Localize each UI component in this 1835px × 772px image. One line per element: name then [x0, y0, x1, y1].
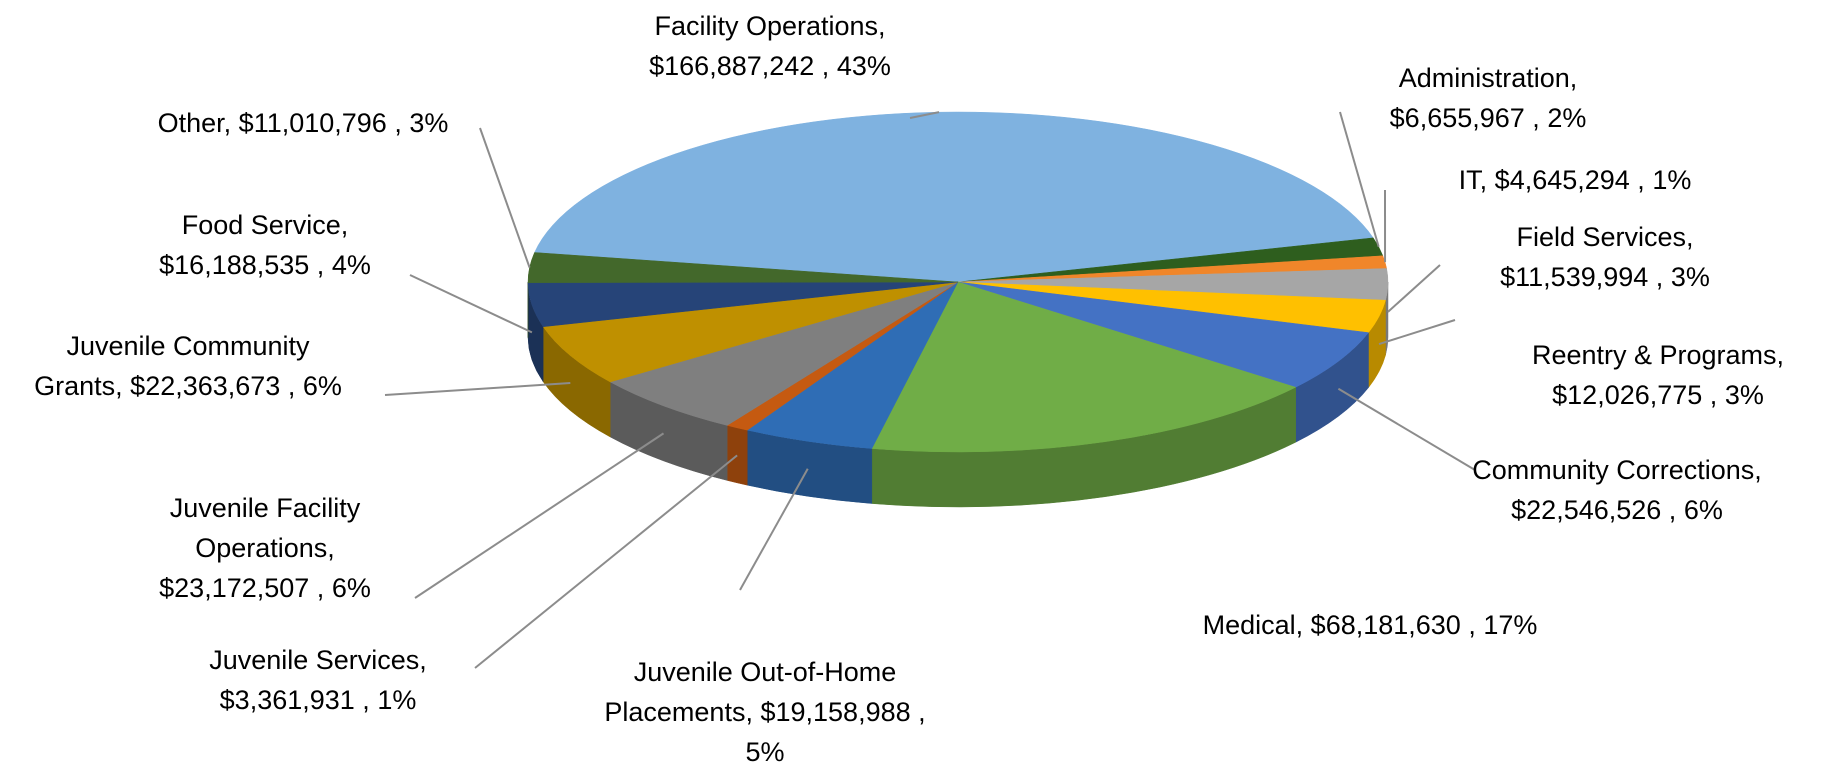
leader-line	[1379, 320, 1455, 344]
label-name: IT,	[1459, 165, 1488, 195]
label-name: Facility Operations,	[654, 11, 885, 41]
label-name: Juvenile Services,	[209, 645, 427, 675]
label-name: Juvenile Facility Operations,	[170, 493, 361, 563]
leader-line	[385, 383, 570, 395]
label-value: $4,645,294 ,	[1495, 165, 1645, 195]
data-label: IT, $4,645,294 , 1%	[1365, 160, 1785, 200]
leader-line	[1338, 389, 1475, 470]
label-value: $11,010,796 ,	[239, 108, 402, 138]
slice-side	[727, 425, 747, 485]
data-label: Juvenile Community Grants, $22,363,673 ,…	[23, 326, 353, 406]
label-percent: 6%	[303, 371, 342, 401]
label-value: $12,026,775 ,	[1552, 380, 1717, 410]
leader-line	[475, 455, 737, 668]
data-label: Administration, $6,655,967 , 2%	[1338, 58, 1638, 138]
label-percent: 3%	[409, 108, 448, 138]
label-percent: 4%	[332, 250, 371, 280]
label-value: $11,539,994 ,	[1500, 262, 1663, 292]
data-label: Reentry & Programs, $12,026,775 , 3%	[1463, 335, 1835, 415]
label-name: Field Services,	[1516, 222, 1693, 252]
data-label: Juvenile Services, $3,361,931 , 1%	[158, 640, 478, 720]
label-value: $22,363,673 ,	[130, 371, 295, 401]
label-percent: 2%	[1547, 103, 1586, 133]
label-value: $19,158,988 ,	[760, 697, 925, 727]
leader-line	[1388, 265, 1440, 312]
label-percent: 1%	[377, 685, 416, 715]
label-name: Community Corrections,	[1472, 455, 1762, 485]
data-label: Food Service, $16,188,535 , 4%	[115, 205, 415, 285]
label-name: Administration,	[1399, 63, 1578, 93]
leader-line	[415, 433, 664, 598]
label-percent: 43%	[837, 51, 891, 81]
label-value: $16,188,535 ,	[159, 250, 324, 280]
label-name: Reentry & Programs,	[1532, 340, 1784, 370]
label-percent: 1%	[1652, 165, 1691, 195]
label-name: Medical,	[1203, 610, 1304, 640]
label-percent: 3%	[1725, 380, 1764, 410]
label-value: $6,655,967 ,	[1390, 103, 1540, 133]
label-name: Food Service,	[182, 210, 349, 240]
data-label: Medical, $68,181,630 , 17%	[1160, 605, 1580, 645]
data-label: Field Services, $11,539,994 , 3%	[1440, 217, 1770, 297]
label-name: Other,	[158, 108, 232, 138]
leader-line	[410, 275, 532, 332]
label-value: $23,172,507 ,	[159, 573, 324, 603]
data-label: Juvenile Facility Operations, $23,172,50…	[115, 488, 415, 608]
data-label: Other, $11,010,796 , 3%	[113, 103, 493, 143]
label-percent: 6%	[1684, 495, 1723, 525]
leader-line	[480, 128, 530, 268]
label-percent: 17%	[1483, 610, 1537, 640]
label-value: $22,546,526 ,	[1511, 495, 1676, 525]
label-percent: 6%	[332, 573, 371, 603]
label-value: $3,361,931 ,	[220, 685, 370, 715]
label-percent: 3%	[1671, 262, 1710, 292]
data-label: Community Corrections, $22,546,526 , 6%	[1467, 450, 1767, 530]
label-value: $68,181,630 ,	[1311, 610, 1476, 640]
label-value: $166,887,242 ,	[649, 51, 829, 81]
data-label: Juvenile Out-of-Home Placements, $19,158…	[585, 652, 945, 772]
data-label: Facility Operations, $166,887,242 , 43%	[590, 6, 950, 86]
